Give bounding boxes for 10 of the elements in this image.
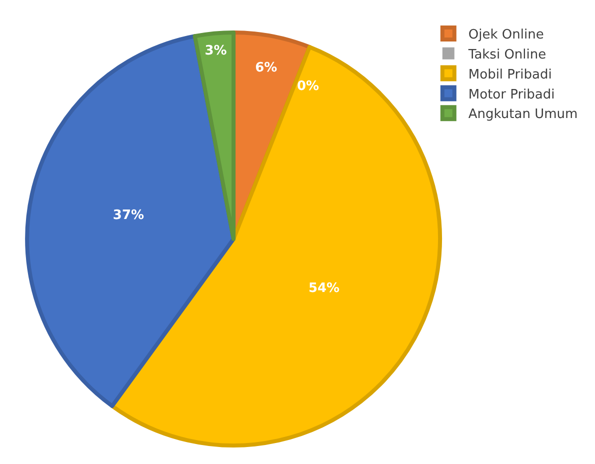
data-label: 54%	[308, 281, 340, 296]
data-label: 37%	[112, 208, 144, 223]
legend-label: Mobil Pribadi	[468, 67, 552, 82]
data-label: 6%	[255, 60, 278, 76]
legend-label: Ojek Online	[468, 28, 544, 43]
legend-label: Angkutan Umum	[468, 107, 578, 122]
legend-label: Taksi Online	[467, 47, 546, 62]
data-label: 3%	[204, 44, 227, 59]
legend-label: Motor Pribadi	[468, 87, 555, 102]
text: 0%	[297, 79, 320, 94]
